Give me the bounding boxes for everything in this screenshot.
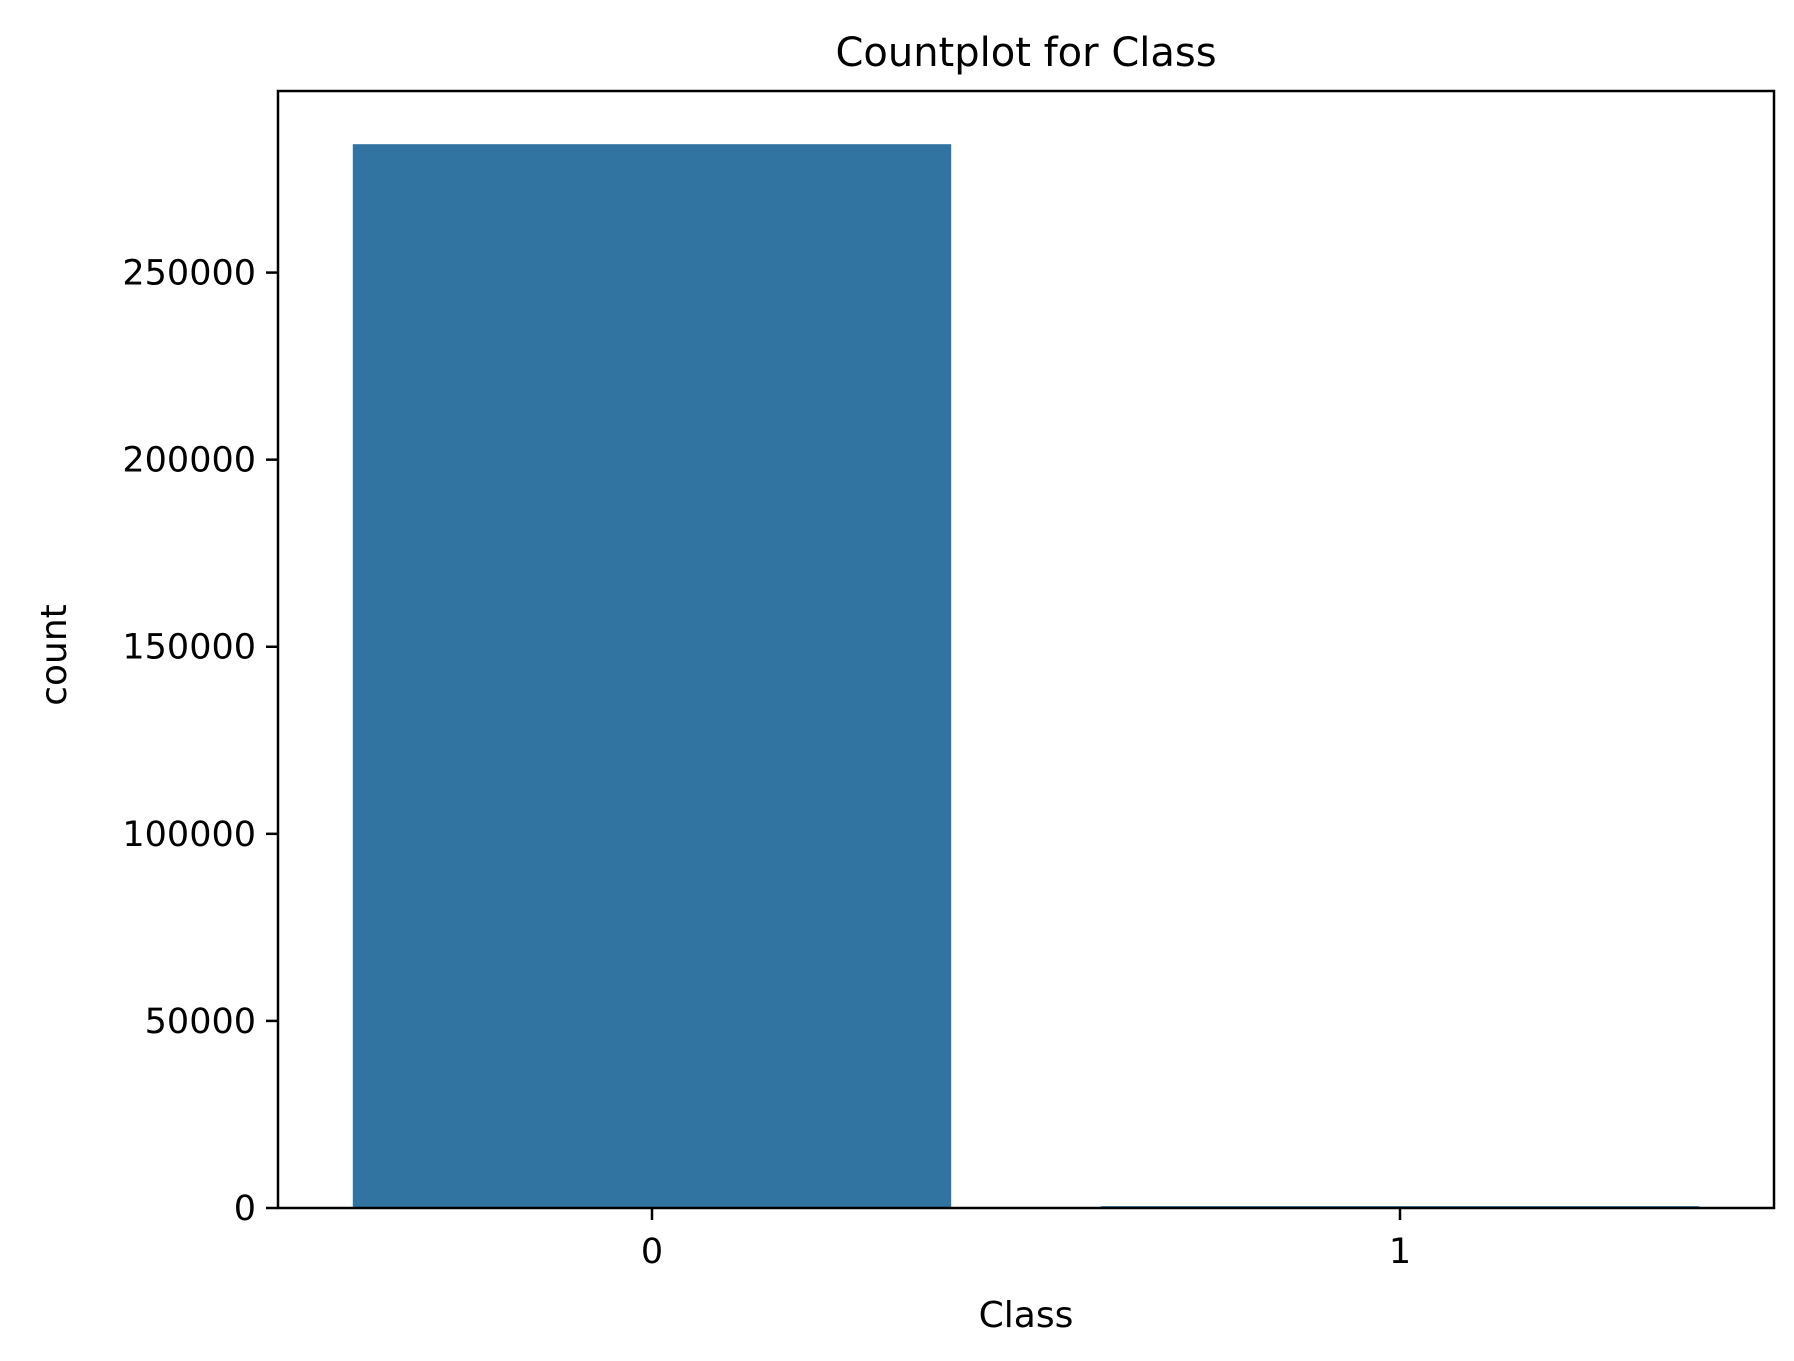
bar-class-0 [352, 144, 952, 1209]
y-axis-ticks: 0 50000 100000 150000 200000 250000 [122, 254, 278, 1229]
x-tick-label: 0 [641, 1232, 663, 1272]
y-tick-label: 50000 [145, 1002, 256, 1042]
bars-group [352, 144, 1700, 1209]
x-axis-label: Class [979, 1295, 1074, 1336]
y-axis-label: count [34, 604, 75, 706]
chart-title: Countplot for Class [835, 30, 1216, 76]
y-tick-label: 200000 [122, 441, 256, 481]
y-tick-label: 150000 [122, 628, 256, 668]
y-tick-label: 250000 [122, 254, 256, 294]
x-tick-label: 1 [1389, 1232, 1411, 1272]
y-tick-label: 0 [234, 1189, 256, 1229]
y-tick-label: 100000 [122, 815, 256, 855]
plot-area-frame [276, 89, 1776, 1210]
